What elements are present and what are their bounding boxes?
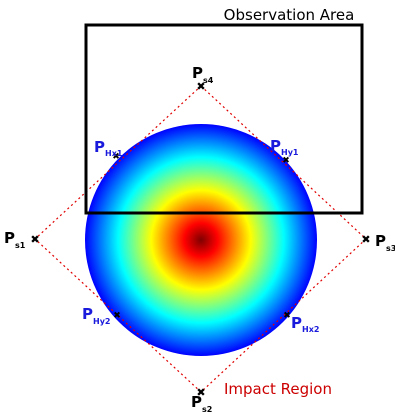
label-phx2: PHx2 [291, 314, 319, 334]
label-phx1: PHx1 [94, 138, 123, 158]
label-ps4: Ps4 [192, 64, 214, 85]
observation-area-rect [84, 23, 364, 215]
label-ps2: Ps2 [191, 393, 212, 414]
label-ps1: Ps1 [4, 229, 26, 250]
marker-hy1: ✖ [282, 155, 290, 165]
marker-s2: ✖ [196, 387, 205, 399]
observation-area-label: Observation Area [224, 6, 355, 24]
marker-s3: ✖ [361, 234, 370, 246]
marker-s4: ✖ [196, 81, 205, 93]
heatmap-circle [85, 124, 317, 356]
marker-hy2: ✖ [113, 310, 121, 320]
vertex-markers: ✖ ✖ ✖ ✖ ✖ ✖ ✖ ✖ [30, 81, 370, 399]
heatmap-disk [85, 124, 317, 356]
marker-hx2: ✖ [283, 310, 291, 320]
impact-region-diamond [34, 85, 367, 393]
marker-s1: ✖ [30, 234, 39, 246]
label-phy1: PHy1 [270, 137, 299, 157]
marker-hx1: ✖ [112, 151, 120, 161]
impact-region-label: Impact Region [224, 380, 332, 398]
label-ps3: Ps3 [375, 232, 395, 253]
label-phy2: PHy2 [82, 305, 110, 326]
point-labels: Ps4 Ps1 Ps3 Ps2 PHx1 PHy1 PHy2 PHx2 [4, 64, 395, 414]
